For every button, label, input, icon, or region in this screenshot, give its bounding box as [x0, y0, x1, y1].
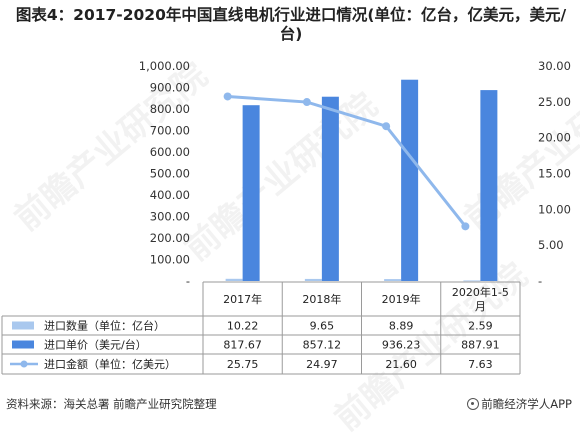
y-left-tick-label: 500.00	[150, 167, 190, 181]
brand-label: 前瞻经济学人APP	[467, 396, 572, 412]
y-left-tick-label: 1,000.00	[139, 59, 190, 73]
bar-quantity	[384, 279, 402, 281]
chart-title: 图表4：2017-2020年中国直线电机行业进口情况(单位：亿台，亿美元，美元/…	[15, 6, 567, 43]
table-header-label: 2018年	[302, 292, 341, 306]
legend-marker	[20, 360, 28, 368]
bar-unit-price	[321, 96, 339, 281]
y-right-tick-label: 25.00	[538, 95, 571, 109]
line-point	[382, 122, 391, 131]
y-left-tick-label: 300.00	[150, 210, 190, 224]
line-point	[302, 98, 311, 107]
chart-plot: - 100.00 200.00 300.00 400.00 500.00 600.00 700…	[1, 59, 571, 375]
y-left-tick-label: 200.00	[150, 231, 190, 245]
source-note: 资料来源：海关总署 前瞻产业研究院整理	[6, 397, 217, 411]
brand-name: 前瞻经济学人APP	[481, 397, 572, 411]
line-import-amount	[227, 94, 467, 228]
legend-label: 进口金额（单位：亿美元）	[44, 357, 176, 371]
table-cell: 8.89	[389, 320, 414, 333]
bar-unit-price	[401, 79, 419, 282]
table-cell: 21.60	[385, 358, 417, 371]
line-point	[223, 92, 232, 101]
legend-label: 进口单价（美元/台）	[44, 338, 147, 352]
y-right-tick-label: 5.00	[538, 238, 564, 252]
table-header-label: 2017年	[223, 292, 262, 306]
y-left-tick-label: 800.00	[150, 102, 190, 116]
brand-logo-icon	[467, 398, 480, 410]
table-cell: 2.59	[468, 320, 493, 333]
table-cell: 817.67	[223, 339, 262, 352]
y-left-tick-label: 900.00	[150, 81, 190, 95]
table-cell: 857.12	[303, 339, 342, 352]
y-right-tick-label: 30.00	[538, 59, 571, 73]
table-cell: 936.23	[382, 339, 421, 352]
legend-swatch	[12, 321, 34, 330]
y-left-tick-label: 100.00	[150, 253, 190, 267]
y-right-tick-label: -	[538, 274, 542, 288]
y-left-tick-label: 400.00	[150, 188, 190, 202]
table-cell: 24.97	[306, 358, 338, 371]
table-header-label: 月	[475, 300, 486, 313]
table-cell: 887.91	[461, 339, 500, 352]
table-cell: 10.22	[227, 320, 259, 333]
y-right-tick-label: 20.00	[538, 131, 571, 145]
bar-unit-price	[480, 90, 498, 281]
legend-swatch	[12, 340, 34, 349]
bar-quantity	[225, 278, 243, 281]
table-cell: 25.75	[227, 358, 259, 371]
legend-label: 进口数量（单位：亿台）	[44, 319, 165, 333]
bar-quantity	[304, 278, 322, 281]
table-cell: 9.65	[310, 320, 335, 333]
bar-quantity	[463, 280, 481, 282]
table-header-label: 2019年	[382, 292, 421, 306]
y-left-tick-label: 700.00	[150, 124, 190, 138]
table-header-label: 2020年1-5	[452, 285, 509, 299]
table-cell: 7.63	[468, 358, 493, 371]
y-right-tick-label: 10.00	[538, 202, 571, 216]
y-left-tick-label: -	[186, 274, 190, 288]
bar-unit-price	[242, 105, 260, 281]
line-point	[461, 222, 470, 231]
y-right-tick-label: 15.00	[538, 167, 571, 181]
y-left-tick-label: 600.00	[150, 145, 190, 159]
